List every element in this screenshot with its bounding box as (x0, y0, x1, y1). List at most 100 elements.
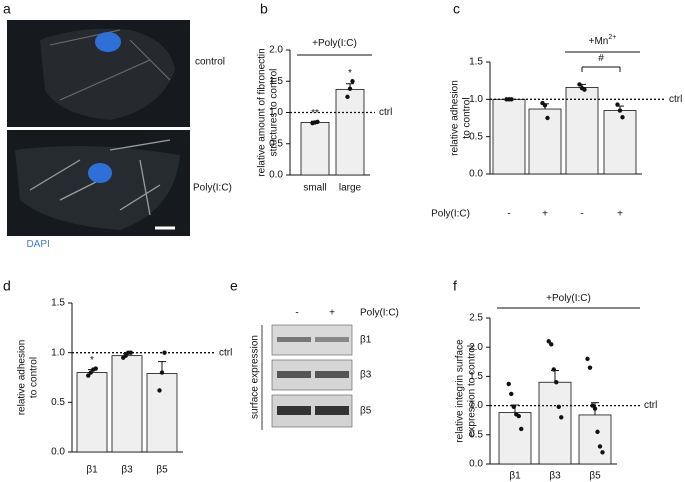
data-point (554, 380, 559, 385)
y-tick-label: 0.0 (469, 459, 483, 470)
bar (565, 86, 599, 175)
micrograph (7, 130, 190, 236)
data-point (315, 119, 320, 125)
data-point (577, 82, 582, 87)
data-point (542, 103, 548, 108)
bracket-text: +Poly(I:C) (546, 293, 591, 304)
data-point (516, 413, 521, 419)
y-axis-label: relative adhesion (450, 80, 461, 156)
data-point (592, 406, 598, 411)
y-tick-label: 0.0 (51, 447, 65, 458)
y-tick-label: 1.0 (469, 94, 483, 105)
image-label: control (195, 57, 225, 68)
significance: * (348, 68, 352, 79)
data-point (509, 391, 514, 397)
y-tick-label: 1.5 (469, 57, 483, 68)
bracket-label: +Poly(I:C) (546, 293, 591, 304)
data-point (545, 115, 550, 121)
stain: Fn (12, 239, 24, 250)
data-point (88, 370, 93, 375)
x-tick-label: β5 (589, 471, 601, 482)
band-label: β1 (360, 335, 372, 346)
y-tick-label: 0.5 (269, 138, 283, 149)
y-tick-label: 1.0 (269, 107, 283, 118)
data-point (582, 87, 587, 92)
data-point (345, 94, 350, 100)
x-tick-label: β3 (121, 465, 133, 476)
bracket-text: +Mn (589, 36, 609, 47)
data-point (347, 86, 353, 91)
bar (538, 381, 572, 465)
bracket-label: +Poly(I:C) (312, 38, 357, 49)
data-point (506, 381, 511, 387)
data-point (585, 356, 590, 362)
bar (578, 414, 612, 465)
y-tick-label: 2.0 (269, 45, 283, 56)
data-point (590, 403, 595, 408)
panel-letter: b (260, 1, 268, 17)
bar (76, 372, 108, 453)
bracket-label: # (598, 53, 604, 64)
x-tick-label: - (507, 209, 510, 220)
bar (146, 373, 178, 453)
y-tick-label: 0.5 (469, 429, 483, 440)
data-point (600, 450, 605, 455)
y-tick-label: 0.5 (51, 397, 65, 408)
bar (603, 110, 637, 175)
row-label: Poly(I:C) (431, 209, 470, 220)
data-point (123, 353, 128, 358)
y-axis-label: to control (462, 97, 473, 138)
y-axis-label: relative adhesion (17, 340, 28, 416)
lane-label: + (329, 308, 335, 319)
data-point (86, 373, 91, 378)
reference-label: ctrl (644, 400, 657, 411)
y-tick-label: 0.0 (469, 169, 483, 180)
dapi: DAPI (26, 239, 49, 250)
y-tick-label: 2.5 (469, 313, 483, 324)
panel-letter: e (230, 278, 238, 294)
data-point (128, 350, 133, 355)
x-tick-label: + (617, 209, 623, 220)
y-tick-label: 1.0 (51, 347, 65, 358)
reference-label: ctrl (379, 107, 392, 118)
y-axis-label: to control (29, 357, 40, 398)
data-point (546, 339, 551, 344)
y-tick-label: 1.5 (469, 371, 483, 382)
data-point (620, 115, 625, 120)
blot (271, 324, 353, 428)
x-tick-label: - (580, 209, 583, 220)
bar (498, 412, 532, 465)
y-tick-label: 0.5 (469, 131, 483, 142)
data-point (587, 365, 593, 370)
bar (528, 108, 562, 175)
data-point (595, 429, 600, 435)
bracket-label: +Mn2+ (589, 34, 617, 47)
data-point (157, 388, 162, 393)
y-axis-label: relative amount of fibronectin (257, 48, 268, 176)
y-tick-label: 0.0 (269, 170, 283, 181)
data-point (93, 366, 98, 371)
blot-axis-label: surface expression (250, 335, 261, 419)
data-point (350, 79, 355, 84)
image-label: Poly(I:C) (193, 183, 232, 194)
y-tick-label: 1.5 (269, 76, 283, 87)
panel-letter: f (453, 278, 457, 294)
x-tick-label: β1 (86, 465, 98, 476)
bar (492, 98, 526, 175)
y-tick-label: 1.5 (51, 298, 65, 309)
band-label: β3 (360, 370, 372, 381)
x-tick-label: + (542, 209, 548, 220)
bracket-text: +Poly(I:C) (312, 38, 357, 49)
significance: ** (311, 108, 319, 119)
x-tick-label: β3 (549, 471, 561, 482)
micrograph (7, 20, 190, 127)
data-point (549, 342, 554, 347)
y-axis-label: structures to control (269, 69, 280, 157)
lane-label: - (295, 308, 298, 319)
separator: / (24, 239, 27, 250)
reference-label: ctrl (669, 94, 682, 105)
panel-letter: c (453, 1, 460, 17)
bar (300, 122, 330, 176)
data-point (615, 102, 620, 107)
